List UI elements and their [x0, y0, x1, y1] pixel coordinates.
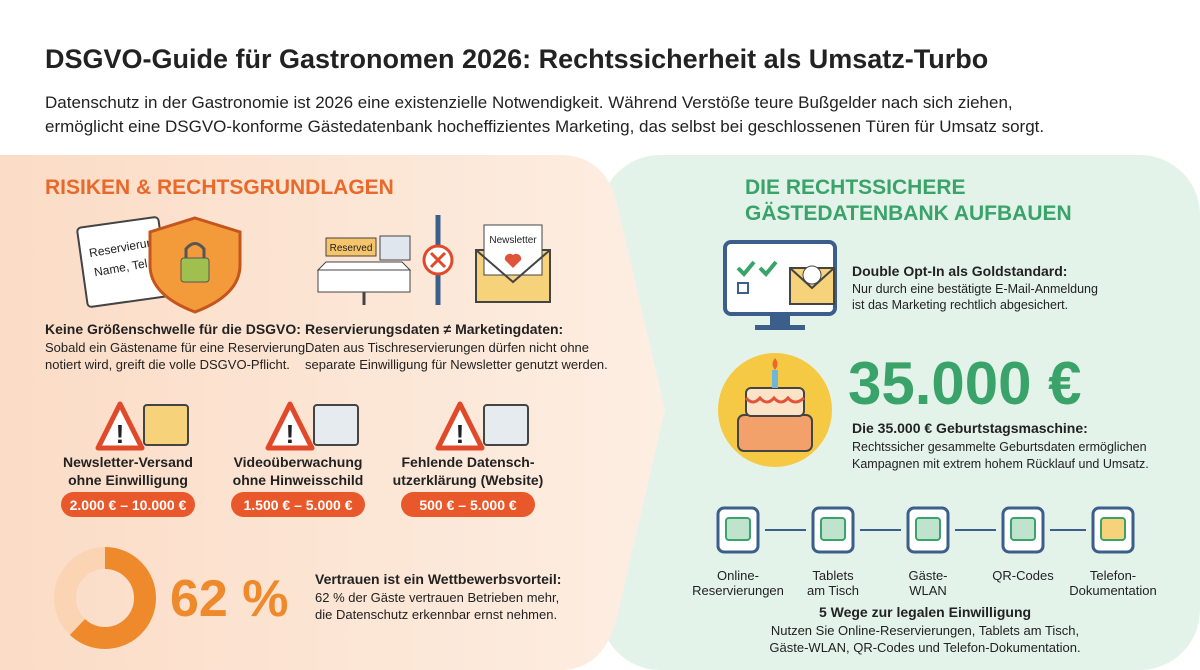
channel-label: Dokumentation: [1069, 583, 1156, 598]
fine-title: Fehlende Datensch-: [401, 454, 534, 470]
item-text: Daten aus Tischreservierungen dürfen nic…: [305, 340, 589, 355]
fine-title: utzerklärung (Website): [393, 472, 544, 488]
fine-range: 2.000 € – 10.000 €: [70, 497, 187, 513]
fine-title: Newsletter-Versand: [63, 454, 193, 470]
item-text: Kampagnen mit extrem hohem Rücklauf und …: [852, 457, 1149, 471]
channel-label: Reservierungen: [692, 583, 784, 598]
channel-icon: [725, 517, 751, 541]
warning-mark: !: [286, 419, 295, 449]
fine-pill: [231, 492, 365, 517]
channel-label: QR-Codes: [992, 568, 1054, 583]
icon-text: Newsletter: [489, 235, 537, 246]
icon-text: Reserved: [330, 243, 373, 254]
subtitle: Datenschutz in der Gastronomie ist 2026 …: [45, 93, 1013, 112]
fine-range: 500 € – 5.000 €: [419, 497, 517, 513]
donut: [54, 547, 156, 649]
warning-icon: [435, 401, 485, 451]
channel-icon: [915, 517, 941, 541]
fine-icon: [143, 404, 189, 446]
section-heading: DIE RECHTSSICHERE: [745, 176, 966, 199]
fine-title: ohne Hinweisschild: [233, 472, 364, 488]
stat-value: 62 %: [170, 570, 289, 628]
channel-label: WLAN: [909, 583, 947, 598]
reserved-icon: Reserved Newsletter: [316, 215, 551, 305]
item-text: ist das Marketing rechtlich abgesichert.: [852, 298, 1068, 312]
cake-icon: [718, 353, 832, 467]
subtitle: ermöglicht eine DSGVO-konforme Gästedate…: [45, 117, 1044, 136]
channel-label: Tablets: [812, 568, 854, 583]
item-title: Reservierungsdaten ≠ Marketingdaten:: [305, 321, 563, 337]
warning-icon: [265, 401, 315, 451]
amount: 35.000 €: [848, 350, 1082, 417]
channel-label: Gäste-: [908, 568, 947, 583]
warning-mark: !: [116, 419, 125, 449]
item-text: separate Einwilligung für Newsletter gen…: [305, 357, 608, 372]
ways-title: 5 Wege zur legalen Einwilligung: [819, 604, 1031, 620]
item-text: notiert wird, greift die volle DSGVO-Pfl…: [45, 357, 290, 372]
title: DSGVO-Guide für Gastronomen 2026: Rechts…: [45, 44, 988, 74]
channel-label: am Tisch: [807, 583, 859, 598]
monitor-icon: [723, 240, 837, 330]
donut-arc: [54, 547, 156, 649]
fine-icon: [313, 404, 359, 446]
item-text: Rechtssicher gesammelte Geburtsdaten erm…: [852, 440, 1147, 454]
channel-icon: [1010, 517, 1036, 541]
channel-icon: [820, 517, 846, 541]
stat-text: die Datenschutz erkennbar ernst nehmen.: [315, 607, 557, 622]
stat-title: Vertrauen ist ein Wettbewerbsvorteil:: [315, 571, 561, 587]
item-title: Keine Größenschwelle für die DSGVO:: [45, 321, 301, 337]
fine-title: ohne Einwilligung: [68, 472, 188, 488]
fine-pill: [401, 492, 535, 517]
ways-text: Nutzen Sie Online-Reservierungen, Tablet…: [771, 623, 1079, 638]
stat-text: 62 % der Gäste vertrauen Betrieben mehr,: [315, 590, 559, 605]
reservation-icon: Reservierung: Name, Tel.: [76, 216, 242, 314]
section-heading: RISIKEN & RECHTSGRUNDLAGEN: [45, 176, 394, 199]
channel-label: Telefon-: [1090, 568, 1136, 583]
item-text: Sobald ein Gästename für eine Reservieru…: [45, 340, 305, 355]
fine-icon: [483, 404, 529, 446]
ways-text: Gäste-WLAN, QR-Codes und Telefon-Dokumen…: [769, 640, 1080, 655]
fine-range: 1.500 € – 5.000 €: [244, 497, 353, 513]
channel-label: Online-: [717, 568, 759, 583]
section-heading: GÄSTEDATENBANK AUFBAUEN: [745, 202, 1072, 225]
fine-pill: [61, 492, 195, 517]
item-title: Double Opt-In als Goldstandard:: [852, 263, 1067, 279]
channel-icon: [1100, 517, 1126, 541]
item-text: Nur durch eine bestätigte E-Mail-Anmeldu…: [852, 282, 1098, 296]
fine-title: Videoüberwachung: [234, 454, 363, 470]
item-title: Die 35.000 € Geburtstagsmaschine:: [852, 420, 1088, 436]
warning-icon: [95, 401, 145, 451]
warning-mark: !: [456, 419, 465, 449]
